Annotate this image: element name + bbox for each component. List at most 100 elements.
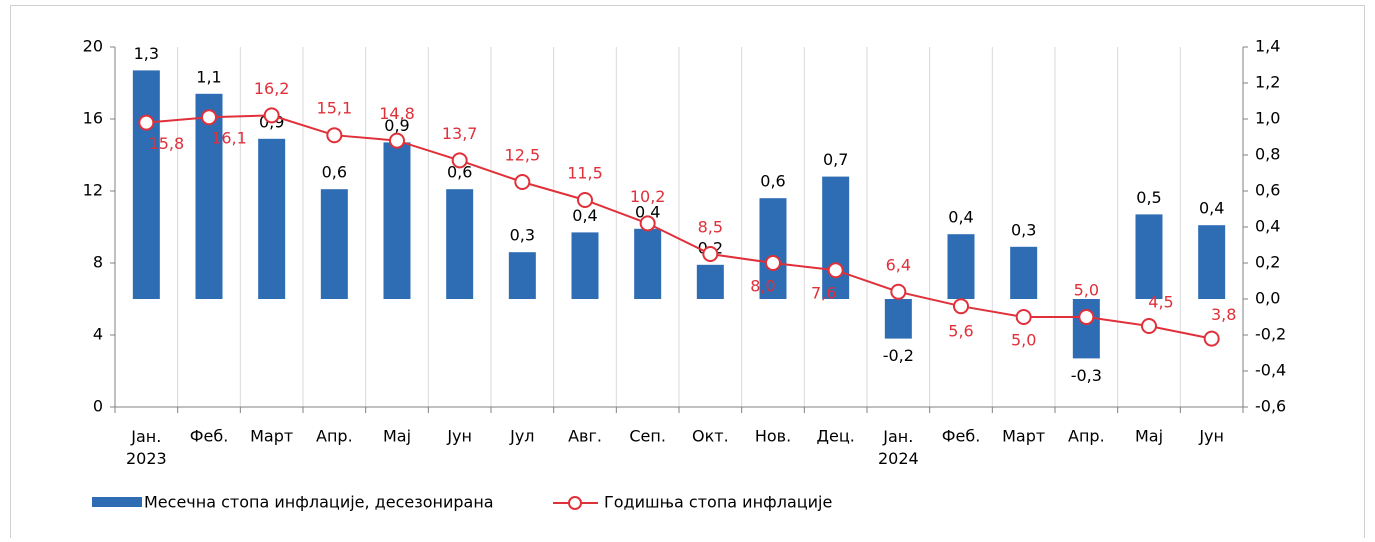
- x-tick-label: Јун: [1198, 427, 1224, 446]
- y2-tick-label: 0,8: [1255, 145, 1280, 164]
- bar: [947, 234, 975, 299]
- line-marker: [514, 174, 531, 190]
- y2-tick-label: -0,6: [1255, 397, 1286, 416]
- x-tick-label: Апр.: [1068, 427, 1105, 446]
- bar: [759, 198, 787, 299]
- y2-tick-label: -0,4: [1255, 361, 1286, 380]
- bar: [1135, 214, 1163, 299]
- line-marker: [1203, 330, 1220, 347]
- x-tick-label: Сеп.: [629, 427, 666, 446]
- x-tick-label: Јан. 2023: [126, 427, 167, 468]
- x-tick-label: Мај: [383, 427, 411, 446]
- x-tick-label: Нов.: [755, 427, 791, 446]
- bar: [258, 138, 286, 299]
- bar-label: 0,6: [760, 172, 785, 191]
- bar: [1010, 246, 1038, 299]
- y2-tick-label: 1,2: [1255, 73, 1280, 92]
- x-tick-label: Мај: [1135, 427, 1163, 446]
- line-label: 5,0: [1074, 281, 1099, 300]
- line-label: 11,5: [567, 164, 603, 183]
- bar: [508, 252, 536, 299]
- line-marker: [639, 215, 656, 232]
- line-marker: [890, 283, 907, 300]
- line-label: 4,5: [1148, 293, 1173, 312]
- bar-label: 1,1: [196, 67, 221, 86]
- x-tick-label: Јан. 2024: [878, 427, 919, 468]
- line-label: 7,6: [811, 284, 836, 303]
- y-tick-label: 16: [83, 109, 103, 128]
- legend-label: Годишња стопа инфлације: [604, 493, 832, 512]
- x-tick-label: Март: [1002, 427, 1045, 446]
- y2-tick-label: 0,0: [1255, 289, 1280, 308]
- bar: [884, 299, 912, 339]
- legend-swatch: [92, 497, 142, 507]
- x-tick-label: Март: [250, 427, 293, 446]
- x-tick-label: Феб.: [190, 427, 229, 446]
- line-marker: [953, 298, 969, 315]
- bar: [822, 176, 850, 299]
- line-label: 15,8: [149, 134, 185, 153]
- bar: [132, 70, 160, 300]
- line-marker: [451, 152, 468, 169]
- line-label: 15,1: [317, 99, 353, 118]
- bar: [446, 189, 474, 299]
- legend-swatch: [568, 496, 582, 510]
- line-marker: [1015, 309, 1032, 325]
- bar-label: 0,6: [447, 163, 472, 182]
- bar-label: 0,9: [384, 116, 409, 135]
- line-marker: [827, 262, 844, 279]
- x-tick-label: Јун: [446, 427, 472, 446]
- bar-label: 0,3: [510, 226, 535, 245]
- line-label: 5,0: [1011, 331, 1036, 350]
- bar: [320, 189, 348, 299]
- line-label: 8,0: [750, 277, 775, 296]
- y2-tick-label: 1,0: [1255, 109, 1280, 128]
- bar: [1198, 225, 1226, 299]
- y-tick-label: 0: [93, 397, 103, 416]
- line-label: 6,4: [886, 255, 911, 274]
- x-tick-label: Дец.: [817, 427, 855, 446]
- y-tick-label: 12: [83, 181, 103, 200]
- bar-label: 0,4: [635, 202, 660, 221]
- line-marker: [389, 132, 405, 149]
- bar-label: 1,3: [134, 44, 159, 63]
- bar: [1072, 299, 1100, 359]
- x-tick-label: Апр.: [316, 427, 353, 446]
- x-tick-label: Феб.: [942, 427, 981, 446]
- line-label: 5,6: [948, 322, 973, 341]
- bar-label: 0,4: [572, 206, 597, 225]
- line-label: 13,7: [442, 124, 478, 143]
- bar-label: 0,6: [322, 163, 347, 182]
- bar-label: 0,4: [948, 208, 973, 227]
- x-tick-label: Окт.: [692, 427, 729, 446]
- line-marker: [1141, 318, 1157, 334]
- y2-tick-label: 0,2: [1255, 253, 1280, 272]
- y-tick-label: 8: [93, 253, 103, 272]
- bar: [634, 228, 662, 299]
- bar-label: 0,5: [1136, 188, 1161, 207]
- line-label: 12,5: [505, 146, 541, 165]
- x-tick-label: Авг.: [568, 427, 602, 446]
- bar-label: 0,4: [1199, 199, 1224, 218]
- line-marker: [765, 255, 781, 271]
- line: [146, 114, 1212, 340]
- y2-tick-label: 0,6: [1255, 181, 1280, 200]
- line-marker: [1078, 309, 1095, 325]
- bar-label: -0,2: [883, 346, 914, 365]
- y-tick-label: 20: [83, 37, 103, 56]
- line-label: 10,2: [630, 187, 666, 206]
- x-tick-label: Јул: [509, 427, 534, 446]
- line-marker: [201, 109, 217, 126]
- bar: [696, 264, 724, 299]
- line-marker: [326, 127, 343, 144]
- legend-label: Месечна стопа инфлације, десезонирана: [144, 493, 494, 512]
- y-tick-label: 4: [93, 325, 103, 344]
- line-marker: [577, 192, 593, 208]
- line-label: 16,2: [254, 79, 290, 98]
- chart-border: [10, 5, 1365, 542]
- line-label: 14,8: [379, 104, 415, 123]
- y2-tick-label: -0,2: [1255, 325, 1286, 344]
- bar: [195, 93, 223, 299]
- bar: [571, 232, 599, 299]
